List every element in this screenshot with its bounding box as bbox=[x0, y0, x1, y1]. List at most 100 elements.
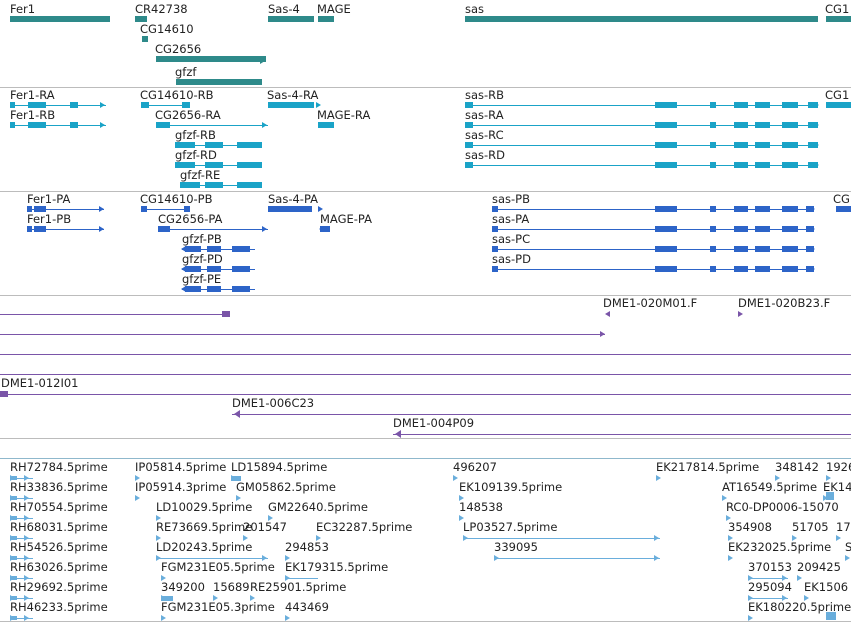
transcript-label[interactable]: sas-RB bbox=[465, 88, 505, 102]
transcript-label[interactable]: MAGE-RA bbox=[317, 108, 371, 122]
est-label[interactable]: 209425 bbox=[797, 560, 841, 574]
est-label[interactable]: IP05814.5prime bbox=[135, 460, 227, 474]
transcript-label[interactable]: gfzf-RD bbox=[175, 148, 217, 162]
est-label[interactable]: EK109139.5prime bbox=[459, 480, 563, 494]
clone-label[interactable]: DME1-004P09 bbox=[393, 416, 475, 430]
transcript-label[interactable]: Fer1-RA bbox=[10, 88, 55, 102]
protein-label[interactable]: MAGE-PA bbox=[320, 212, 372, 226]
est-block bbox=[161, 596, 173, 601]
est-label[interactable]: EK1506 bbox=[804, 580, 849, 594]
transcript-label[interactable]: Sas-4-RA bbox=[267, 88, 319, 102]
est-label[interactable]: 1926 bbox=[826, 460, 851, 474]
est-label[interactable]: LD15894.5prime bbox=[231, 460, 328, 474]
est-label[interactable]: LP03527.5prime bbox=[463, 520, 558, 534]
est-label[interactable]: RH46233.5prime bbox=[10, 600, 108, 614]
est-label[interactable]: 443469 bbox=[285, 600, 329, 614]
est-label[interactable]: RH72784.5prime bbox=[10, 460, 108, 474]
protein-label[interactable]: Sas-4-PA bbox=[268, 192, 319, 206]
est-arrow bbox=[24, 575, 29, 581]
clone-label[interactable]: DME1-012I01 bbox=[1, 376, 79, 390]
est-label[interactable]: RH33836.5prime bbox=[10, 480, 108, 494]
transcript-label[interactable]: sas-RD bbox=[465, 148, 506, 162]
clone-label[interactable]: DME1-020M01.F bbox=[603, 296, 698, 310]
est-label[interactable]: 294853 bbox=[285, 540, 329, 554]
gene-label[interactable]: Fer1 bbox=[10, 2, 36, 16]
est-label[interactable]: 15689 bbox=[213, 580, 250, 594]
est-line bbox=[10, 478, 33, 479]
est-label[interactable]: RH70554.5prime bbox=[10, 500, 108, 514]
est-label[interactable]: RC0-DP0006-15070 bbox=[726, 500, 839, 514]
est-label[interactable]: 51705 bbox=[792, 520, 829, 534]
est-label[interactable]: RH54526.5prime bbox=[10, 540, 108, 554]
est-label[interactable]: IP05914.3prime bbox=[135, 480, 227, 494]
est-label[interactable]: GM22640.5prime bbox=[268, 500, 368, 514]
gene-label[interactable]: Sas-4 bbox=[268, 2, 300, 16]
est-label[interactable]: 339095 bbox=[494, 540, 538, 554]
est-label[interactable]: 295094 bbox=[748, 580, 792, 594]
est-label[interactable]: RE73669.5prime bbox=[156, 520, 253, 534]
est-label[interactable]: 349200 bbox=[161, 580, 205, 594]
est-label[interactable]: RE25901.5prime bbox=[250, 580, 347, 594]
protein-label[interactable]: gfzf-PE bbox=[182, 272, 222, 286]
protein-label[interactable]: sas-PB bbox=[492, 192, 531, 206]
protein-label[interactable]: Fer1-PA bbox=[27, 192, 71, 206]
est-label[interactable]: LD10029.5prime bbox=[156, 500, 253, 514]
est-label[interactable]: 348142 bbox=[775, 460, 819, 474]
gene-label[interactable]: CG14610 bbox=[140, 22, 194, 36]
clone-label[interactable]: DME1-020B23.F bbox=[738, 296, 831, 310]
est-label[interactable]: EK180220.5prime bbox=[748, 600, 851, 614]
est-label[interactable]: 496207 bbox=[453, 460, 497, 474]
est-line bbox=[285, 578, 318, 579]
est-label[interactable]: 17 bbox=[836, 520, 851, 534]
protein-exon bbox=[782, 226, 798, 232]
transcript-label[interactable]: gfzf-RB bbox=[175, 128, 216, 142]
est-label[interactable]: 370153 bbox=[748, 560, 792, 574]
transcript-label[interactable]: CG2656-RA bbox=[155, 108, 221, 122]
est-label[interactable]: RH29692.5prime bbox=[10, 580, 108, 594]
transcript-label[interactable]: CG14610-RB bbox=[140, 88, 214, 102]
est-label[interactable]: RH68031.5prime bbox=[10, 520, 108, 534]
transcript-label[interactable]: sas-RC bbox=[465, 128, 504, 142]
clone-label[interactable]: DME1-006C23 bbox=[232, 396, 315, 410]
gene-label[interactable]: gfzf bbox=[175, 65, 197, 79]
est-label[interactable]: EK14 bbox=[823, 480, 851, 494]
protein-label[interactable]: Fer1-PB bbox=[27, 212, 72, 226]
est-label[interactable]: LD20243.5prime bbox=[156, 540, 253, 554]
protein-label[interactable]: gfzf-PB bbox=[182, 232, 222, 246]
transcript-label[interactable]: Fer1-RB bbox=[10, 108, 56, 122]
protein-label[interactable]: sas-PA bbox=[492, 212, 530, 226]
est-label[interactable]: RH63026.5prime bbox=[10, 560, 108, 574]
gene-label[interactable]: CG2656 bbox=[155, 42, 202, 56]
transcript-label[interactable]: gfzf-RE bbox=[180, 168, 221, 182]
protein-label[interactable]: CG bbox=[833, 192, 850, 206]
est-label[interactable]: 148538 bbox=[459, 500, 503, 514]
est-label[interactable]: S bbox=[845, 540, 851, 554]
gene-label[interactable]: sas bbox=[465, 2, 485, 16]
est-label[interactable]: AT16549.5prime bbox=[722, 480, 818, 494]
est-label[interactable]: EK217814.5prime bbox=[656, 460, 760, 474]
transcript-label[interactable]: sas-RA bbox=[465, 108, 504, 122]
protein-label[interactable]: sas-PD bbox=[492, 252, 531, 266]
protein-label[interactable]: gfzf-PD bbox=[182, 252, 223, 266]
transcript-label[interactable]: CG1 bbox=[825, 88, 850, 102]
transcript-exon bbox=[28, 122, 34, 128]
gene-label[interactable]: MAGE bbox=[317, 2, 351, 16]
transcript-exon bbox=[465, 142, 473, 148]
est-label[interactable]: FGM231E05.5prime bbox=[161, 560, 275, 574]
protein-label[interactable]: sas-PC bbox=[492, 232, 531, 246]
est-label[interactable]: GM05862.5prime bbox=[236, 480, 336, 494]
est-label[interactable]: EK232025.5prime bbox=[728, 540, 832, 554]
protein-label[interactable]: CG2656-PA bbox=[158, 212, 223, 226]
est-label[interactable]: EK179315.5prime bbox=[285, 560, 389, 574]
transcript-exon bbox=[755, 162, 770, 168]
protein-label[interactable]: CG14610-PB bbox=[140, 192, 213, 206]
gene-label[interactable]: CG1 bbox=[825, 2, 850, 16]
est-label[interactable]: 354908 bbox=[728, 520, 772, 534]
est-label[interactable]: 201547 bbox=[243, 520, 287, 534]
est-label[interactable]: FGM231E05.3prime bbox=[161, 600, 275, 614]
protein-exon bbox=[185, 286, 201, 292]
est-label[interactable]: EC32287.5prime bbox=[316, 520, 413, 534]
gene-label[interactable]: CR42738 bbox=[135, 2, 188, 16]
est-arrow bbox=[797, 575, 802, 581]
protein-arrow bbox=[181, 286, 186, 292]
